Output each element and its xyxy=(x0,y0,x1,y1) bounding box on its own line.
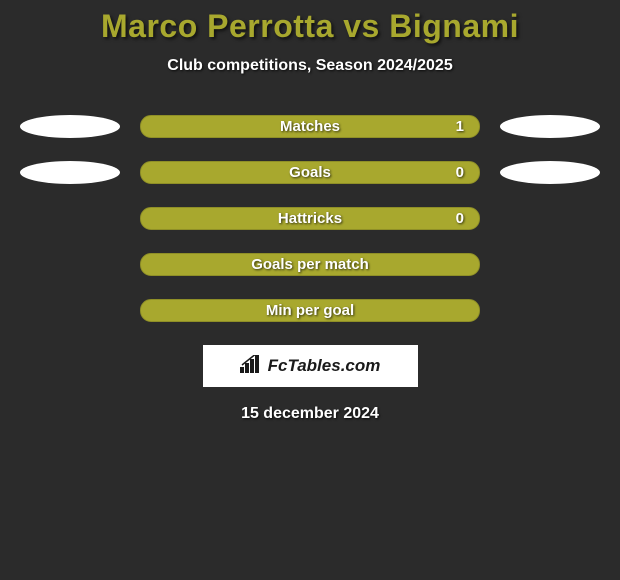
main-container: Marco Perrotta vs Bignami Club competiti… xyxy=(0,0,620,423)
brand-box: FcTables.com xyxy=(203,345,418,387)
stat-bar: Goals 0 xyxy=(140,161,480,184)
stat-label: Hattricks xyxy=(278,210,342,227)
stat-label: Goals xyxy=(289,164,331,181)
chart-icon xyxy=(240,355,262,378)
stat-value: 0 xyxy=(456,210,464,227)
stat-value: 1 xyxy=(456,118,464,135)
stat-label: Goals per match xyxy=(251,256,369,273)
brand-text: FcTables.com xyxy=(268,356,381,376)
stat-bar: Min per goal xyxy=(140,299,480,322)
stat-bar: Matches 1 xyxy=(140,115,480,138)
left-ellipse xyxy=(20,115,120,138)
stat-label: Min per goal xyxy=(266,302,354,319)
stat-row: Goals 0 xyxy=(0,161,620,184)
stat-row: Goals per match xyxy=(0,253,620,276)
page-title: Marco Perrotta vs Bignami xyxy=(0,8,620,45)
subtitle: Club competitions, Season 2024/2025 xyxy=(0,57,620,75)
stat-bar: Hattricks 0 xyxy=(140,207,480,230)
stats-container: Matches 1 Goals 0 Hattricks 0 Goals per match M… xyxy=(0,115,620,322)
stat-value: 0 xyxy=(456,164,464,181)
date-text: 15 december 2024 xyxy=(0,405,620,423)
stat-bar: Goals per match xyxy=(140,253,480,276)
left-ellipse xyxy=(20,161,120,184)
stat-label: Matches xyxy=(280,118,340,135)
right-ellipse xyxy=(500,115,600,138)
right-ellipse xyxy=(500,161,600,184)
stat-row: Hattricks 0 xyxy=(0,207,620,230)
stat-row: Matches 1 xyxy=(0,115,620,138)
stat-row: Min per goal xyxy=(0,299,620,322)
